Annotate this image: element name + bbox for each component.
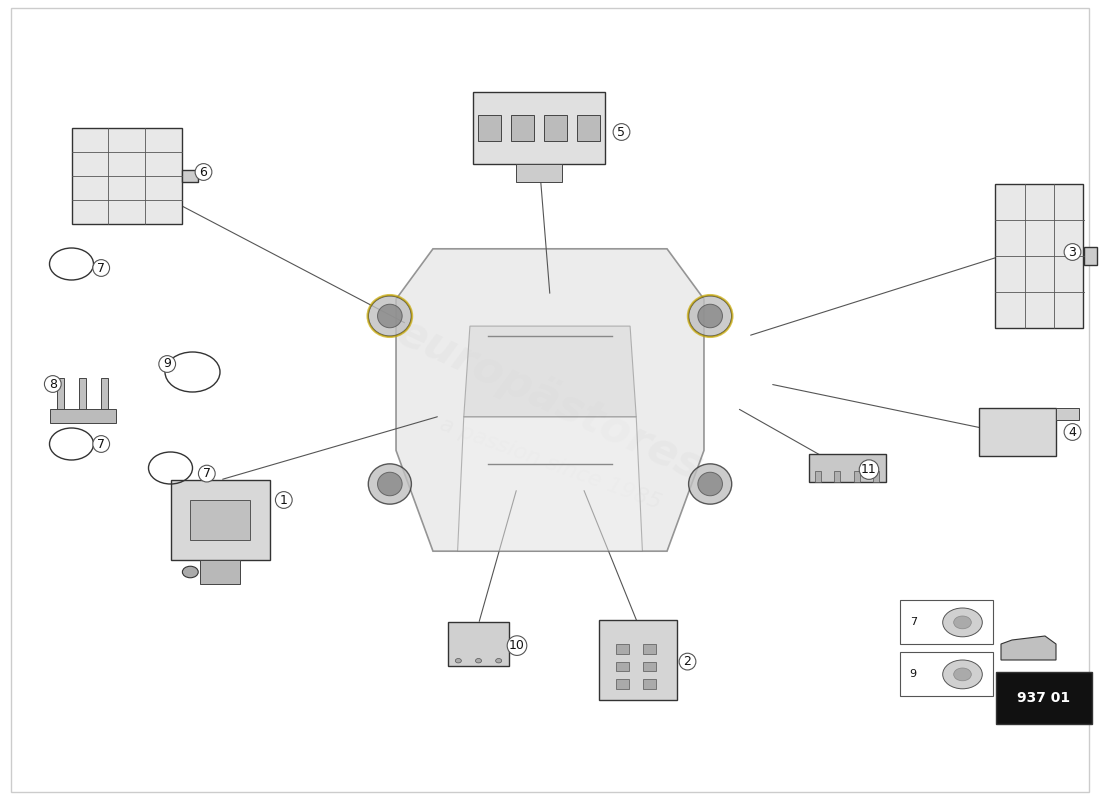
Bar (815, 470, 822, 482)
Circle shape (183, 566, 198, 578)
Ellipse shape (697, 304, 723, 328)
Polygon shape (458, 417, 642, 551)
Bar (100, 378, 109, 412)
Ellipse shape (689, 296, 732, 336)
Bar (854, 470, 860, 482)
Bar (72, 128, 182, 224)
Bar (872, 470, 879, 482)
Bar (543, 115, 568, 141)
Bar (808, 454, 886, 482)
Bar (900, 652, 993, 696)
Ellipse shape (697, 472, 723, 496)
Bar (510, 115, 535, 141)
Bar (449, 622, 508, 666)
Text: 10: 10 (509, 639, 525, 652)
Bar (644, 644, 656, 654)
Ellipse shape (368, 464, 411, 504)
Circle shape (954, 668, 971, 681)
Bar (996, 184, 1084, 328)
Bar (50, 410, 116, 423)
Bar (1056, 408, 1079, 420)
Circle shape (496, 658, 502, 663)
Bar (473, 92, 605, 164)
Bar (644, 679, 656, 689)
Text: 8: 8 (48, 378, 57, 390)
Text: 9: 9 (910, 669, 916, 679)
Circle shape (455, 658, 461, 663)
Text: europästores: europästores (389, 310, 711, 490)
Bar (644, 662, 656, 671)
Ellipse shape (377, 304, 403, 328)
Bar (979, 408, 1056, 456)
Bar (1084, 247, 1097, 265)
Bar (900, 600, 993, 644)
Text: 7: 7 (910, 617, 916, 627)
Bar (182, 170, 198, 182)
Circle shape (943, 660, 982, 689)
Polygon shape (1001, 636, 1056, 660)
Bar (78, 378, 87, 412)
Text: 11: 11 (861, 463, 877, 476)
Text: 5: 5 (617, 126, 626, 138)
Text: a passion since 1985: a passion since 1985 (437, 414, 663, 514)
Bar (200, 560, 240, 584)
Ellipse shape (377, 472, 403, 496)
Bar (56, 378, 65, 412)
Bar (996, 672, 1092, 724)
Bar (616, 662, 629, 671)
Bar (616, 679, 629, 689)
Ellipse shape (368, 296, 411, 336)
Text: 7: 7 (97, 438, 106, 450)
Bar (190, 500, 250, 540)
Polygon shape (396, 249, 704, 551)
Text: 1: 1 (279, 494, 288, 506)
Bar (477, 115, 502, 141)
Text: 6: 6 (199, 166, 208, 178)
Bar (834, 470, 840, 482)
Text: 7: 7 (202, 467, 211, 480)
Ellipse shape (689, 464, 732, 504)
Text: 937 01: 937 01 (1018, 690, 1070, 705)
Text: 2: 2 (683, 655, 692, 668)
Polygon shape (464, 326, 636, 417)
Bar (170, 480, 270, 560)
Text: 3: 3 (1068, 246, 1077, 258)
Circle shape (475, 658, 482, 663)
Text: 7: 7 (97, 262, 106, 274)
Bar (576, 115, 601, 141)
Text: 4: 4 (1068, 426, 1077, 438)
Bar (600, 620, 676, 700)
Circle shape (943, 608, 982, 637)
Text: 9: 9 (163, 358, 172, 370)
Bar (616, 644, 629, 654)
Circle shape (954, 616, 971, 629)
Bar (516, 164, 562, 182)
